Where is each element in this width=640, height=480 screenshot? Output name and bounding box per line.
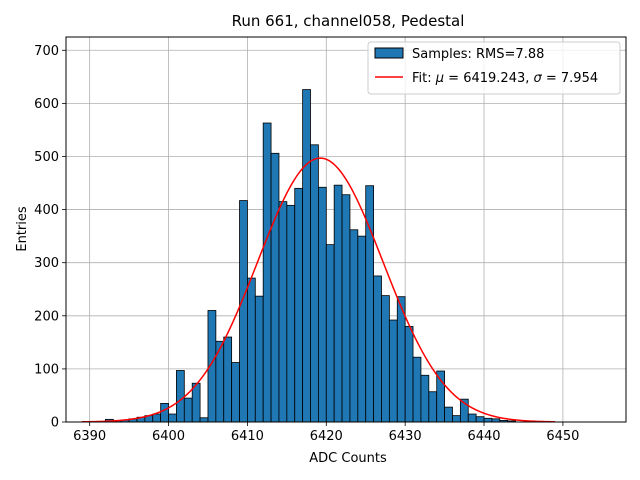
legend-hist-label: Samples: RMS=7.88	[412, 47, 544, 62]
histogram-bar	[428, 391, 438, 423]
chart-title: Run 661, channel058, Pedestal	[232, 12, 465, 30]
histogram-bar	[286, 204, 296, 423]
histogram-bar	[199, 417, 209, 423]
y-tick-label: 0	[51, 416, 59, 431]
x-axis-label: ADC Counts	[309, 451, 387, 466]
histogram-bar	[404, 326, 414, 423]
histogram-bar	[436, 370, 445, 423]
histogram-bar	[247, 277, 256, 423]
histogram-bar	[254, 295, 264, 423]
legend-fit-label: Fit: μ = 6419.243, σ = 7.954	[412, 71, 598, 86]
x-tick-label: 6450	[546, 429, 579, 444]
y-axis-ticks: 0 100 200 300 400 500 600 700	[34, 44, 66, 431]
histogram-bar	[270, 152, 280, 423]
histogram-bar	[294, 187, 304, 423]
legend-mu-value: = 6419.243,	[444, 71, 533, 86]
histogram-bar	[160, 403, 169, 423]
y-tick-label: 300	[34, 256, 59, 271]
x-tick-label: 6430	[389, 429, 422, 444]
fit-curve	[81, 157, 556, 423]
legend-hist-swatch	[374, 47, 404, 59]
histogram-bar	[396, 296, 406, 423]
histogram-bar	[310, 144, 319, 423]
y-tick-label: 200	[34, 309, 59, 324]
histogram-bar	[341, 194, 351, 423]
histogram-bar	[183, 397, 193, 423]
histogram-bar	[357, 235, 367, 423]
histogram-bar	[388, 319, 398, 423]
y-axis-label: Entries	[15, 206, 30, 252]
histogram-bar	[475, 416, 485, 423]
histogram-bar	[333, 184, 343, 423]
histogram-bar	[152, 413, 162, 423]
histogram-bar	[302, 89, 311, 423]
histogram-bars	[105, 89, 516, 423]
legend-mu-symbol: μ	[435, 71, 444, 86]
x-tick-label: 6400	[152, 429, 185, 444]
histogram-bar	[278, 201, 288, 423]
histogram-bar	[168, 413, 177, 423]
histogram-bar	[223, 336, 233, 423]
x-tick-label: 6410	[231, 429, 264, 444]
histogram-bar	[420, 374, 430, 423]
legend-sigma-symbol: σ	[534, 71, 543, 86]
histogram-bar	[176, 370, 185, 423]
legend: Samples: RMS=7.88 Fit: μ = 6419.243, σ =…	[367, 41, 621, 95]
y-tick-label: 400	[34, 203, 59, 218]
histogram-bar	[349, 229, 359, 423]
y-tick-label: 600	[34, 97, 59, 112]
legend-box	[367, 41, 621, 95]
histogram-bar	[483, 417, 493, 423]
y-tick-label: 100	[34, 362, 59, 377]
legend-sigma-value: = 7.954	[542, 71, 598, 86]
histogram-bar	[444, 406, 453, 423]
histogram-bar	[381, 295, 390, 423]
histogram-bar	[373, 275, 382, 423]
y-tick-label: 500	[34, 150, 59, 165]
histogram-bar	[317, 186, 327, 423]
x-tick-label: 6440	[467, 429, 500, 444]
histogram-bar	[325, 244, 335, 423]
x-tick-label: 6390	[73, 429, 106, 444]
histogram-bar	[191, 382, 201, 423]
x-tick-label: 6420	[310, 429, 343, 444]
histogram-bar	[412, 356, 422, 423]
grid-lines	[66, 37, 626, 423]
histogram-bar	[239, 200, 248, 423]
y-tick-label: 700	[34, 44, 59, 59]
histogram-bar	[467, 413, 477, 423]
histogram-bar	[452, 415, 461, 423]
legend-fit-prefix: Fit:	[412, 71, 436, 86]
plot-frame	[65, 36, 627, 423]
x-axis-ticks: 6390 6400 6410 6420 6430 6440 6450	[73, 422, 579, 444]
histogram-bar	[231, 362, 240, 423]
histogram-bar	[262, 122, 272, 423]
